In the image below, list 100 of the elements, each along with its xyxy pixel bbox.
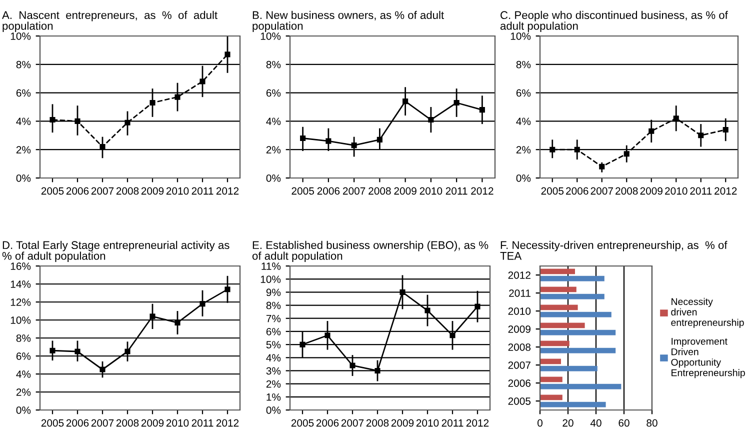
y-tick-label: 0% [16,406,31,414]
point [174,94,180,100]
y-tick-label: 8% [266,60,281,68]
y-tick-label: 9% [266,288,281,296]
x-tick-label: 2010 [420,187,442,195]
y-tick-label: 2005 [508,398,531,405]
x-tick-label: 2010 [416,419,439,427]
bar [540,268,575,274]
x-tick-label: 60 [618,419,630,427]
y-tick-label: 4% [16,370,31,378]
x-tick-label: 2009 [141,187,164,195]
chart-title: E. Established business ownership (EBO), as % of adult population [252,240,488,262]
x-tick-label: 2011 [446,187,468,195]
x-tick-label: 2011 [192,187,214,195]
y-tick-label: 2% [16,388,31,396]
y-tick-label: 10% [510,32,531,40]
point [450,332,456,338]
x-tick-label: 0 [538,419,542,427]
bar [540,402,606,408]
point [350,362,356,368]
y-tick-label: 14% [10,280,31,288]
y-tick-label: 2% [516,146,531,154]
y-tick-label: 10% [10,316,31,324]
point [50,117,56,123]
point [300,342,306,348]
x-tick-label: 2007 [341,419,364,427]
point [124,348,130,354]
y-tick-label: 6% [516,89,531,97]
y-tick-label: 10% [260,32,281,40]
y-tick-label: 12% [10,298,31,306]
y-tick-label: 0% [266,174,281,182]
x-tick-label: 2012 [471,187,494,195]
point [150,100,156,106]
y-tick-label: 4% [516,118,531,126]
x-tick-label: 20 [562,419,574,427]
y-tick-label: 6% [16,89,31,97]
chart-title: B. New business owners, as % of adult population [252,10,444,32]
y-tick-label: 2011 [509,290,530,297]
y-tick-label: 1% [266,393,281,401]
x-tick-label: 2005 [541,187,564,195]
y-tick-label: 11% [262,262,281,270]
y-tick-label: 6% [266,328,281,336]
x-tick-label: 2006 [66,187,89,195]
chart-title: C. People who discontinued business, as % of adult population [500,10,728,32]
bar [540,384,622,390]
x-tick-label: 2012 [216,419,239,427]
x-tick-label: 2008 [368,187,391,195]
y-tick-label: 3% [266,367,281,375]
x-tick-label: 2005 [41,187,64,195]
point [224,286,230,292]
y-tick-label: 4% [266,354,281,362]
x-tick-label: 2006 [317,187,340,195]
y-tick-label: 0% [516,174,531,182]
x-tick-label: 2009 [640,187,662,195]
x-tick-label: 2008 [366,419,389,427]
x-tick-label: 2008 [116,187,139,195]
x-tick-label: 2011 [690,187,712,195]
x-tick-label: 2006 [316,419,339,427]
y-tick-label: 7% [266,314,281,322]
x-tick-label: 2006 [566,187,588,195]
y-tick-label: 6% [266,89,281,97]
x-tick-label: 2010 [665,187,688,195]
x-tick-label: 2007 [91,419,114,427]
y-tick-label: 2% [266,146,281,154]
y-tick-label: 8% [516,60,531,68]
point [74,118,80,124]
y-tick-label: 10% [10,32,31,40]
x-tick-label: 2012 [216,187,239,195]
bar [540,312,612,318]
point [124,120,130,126]
x-tick-label: 2012 [466,419,489,427]
point [374,368,380,374]
point [324,332,330,338]
x-tick-label: 2005 [41,419,64,427]
y-tick-label: 4% [16,118,31,126]
point [200,301,206,307]
y-tick-label: 8% [16,334,31,342]
x-tick-label: 80 [646,419,658,427]
point [100,366,106,372]
chart-title: F. Necessity-driven entrepreneurship, as % of TEA [500,240,728,260]
y-tick-label: 8% [16,60,31,68]
chart-title: A. Nascent entrepreneurs, as % of adult population [2,10,218,32]
y-tick-label: 0% [266,406,281,414]
bar [540,294,604,300]
x-tick-label: 2009 [391,419,414,427]
bar [540,340,570,346]
y-tick-label: 2% [16,146,31,154]
x-tick-label: 2012 [714,187,737,195]
x-tick-label: 2010 [166,187,189,195]
bar [540,358,561,364]
y-tick-label: 8% [266,302,281,310]
legend-label: Necessity driven entrepreneurship [671,298,744,328]
y-tick-label: 10% [260,276,281,283]
x-tick-label: 2011 [192,419,214,427]
point [424,308,430,314]
x-tick-label: 2006 [66,419,89,427]
x-tick-label: 2009 [394,187,416,195]
y-tick-label: 2007 [508,362,530,369]
x-tick-label: 2007 [91,187,114,195]
bar [540,276,604,282]
